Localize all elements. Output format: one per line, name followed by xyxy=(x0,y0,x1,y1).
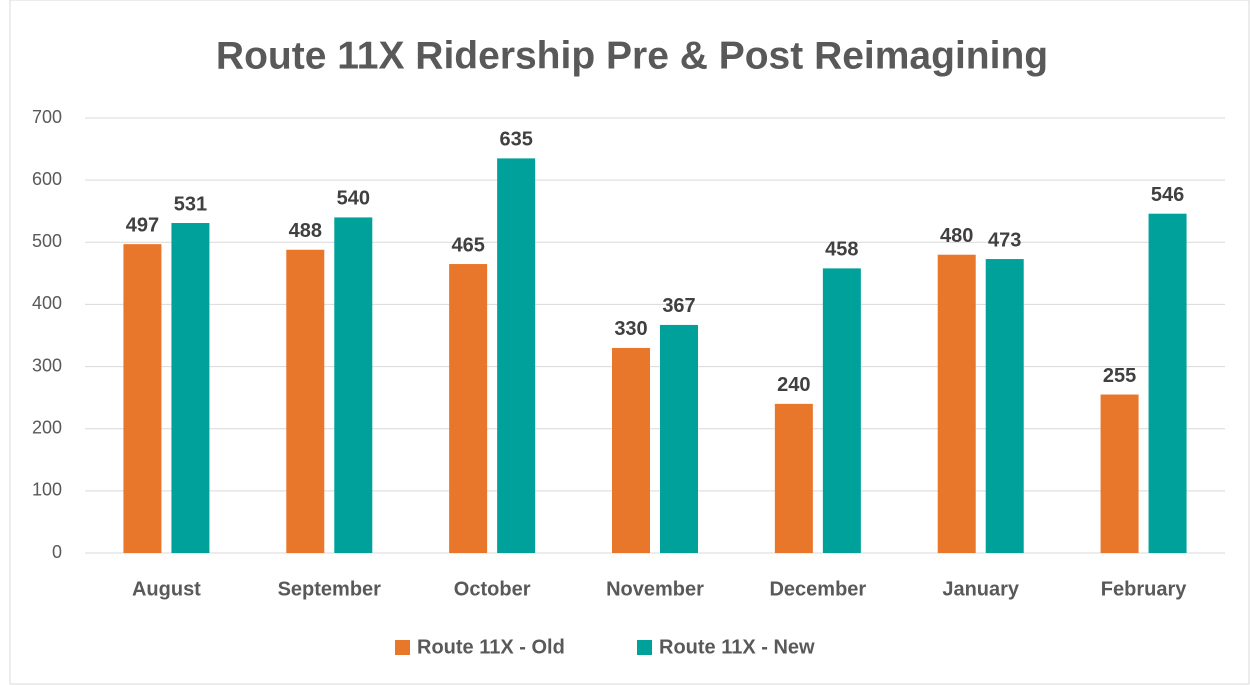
bar xyxy=(286,249,325,553)
data-label: 540 xyxy=(337,188,370,210)
data-label: 473 xyxy=(988,229,1021,251)
data-label: 240 xyxy=(777,374,810,396)
y-tick-label: 100 xyxy=(32,480,62,500)
legend-swatch xyxy=(637,640,652,655)
bar xyxy=(1148,213,1187,553)
x-tick-label: December xyxy=(769,578,866,600)
x-tick-label: August xyxy=(132,578,201,600)
bar xyxy=(449,264,488,553)
x-tick-label: November xyxy=(606,578,704,600)
bar xyxy=(822,268,861,553)
legend-label: Route 11X - Old xyxy=(417,636,565,658)
data-label: 330 xyxy=(614,318,647,340)
y-tick-label: 700 xyxy=(32,107,62,127)
x-tick-label: September xyxy=(278,578,382,600)
data-label: 255 xyxy=(1103,365,1136,387)
bar xyxy=(123,244,162,553)
legend-label: Route 11X - New xyxy=(659,636,815,658)
y-tick-label: 400 xyxy=(32,293,62,313)
data-label: 480 xyxy=(940,225,973,247)
x-tick-label: February xyxy=(1101,578,1187,600)
data-label: 458 xyxy=(825,239,858,261)
bar xyxy=(612,347,650,553)
bar xyxy=(985,259,1024,553)
chart-frame xyxy=(9,0,1250,685)
x-tick-label: January xyxy=(942,578,1020,600)
y-tick-label: 500 xyxy=(32,231,62,251)
data-label: 531 xyxy=(174,193,207,215)
chart-title: Route 11X Ridership Pre & Post Reimagini… xyxy=(216,34,1048,77)
y-tick-label: 300 xyxy=(32,355,62,375)
y-tick-label: 600 xyxy=(32,169,62,189)
bar xyxy=(334,217,373,553)
y-tick-label: 0 xyxy=(52,542,62,562)
x-tick-label: October xyxy=(454,578,531,600)
data-label: 465 xyxy=(451,234,484,256)
legend-swatch xyxy=(395,640,410,655)
data-label: 635 xyxy=(499,129,532,151)
bar xyxy=(497,158,536,553)
y-tick-label: 200 xyxy=(32,417,62,437)
data-label: 497 xyxy=(126,214,159,236)
data-label: 367 xyxy=(662,295,695,317)
bar xyxy=(171,223,210,553)
bar xyxy=(660,324,698,553)
data-label: 546 xyxy=(1151,184,1184,206)
bar xyxy=(1100,394,1139,553)
data-label: 488 xyxy=(289,220,322,242)
bar xyxy=(774,403,813,553)
bar xyxy=(937,254,976,553)
